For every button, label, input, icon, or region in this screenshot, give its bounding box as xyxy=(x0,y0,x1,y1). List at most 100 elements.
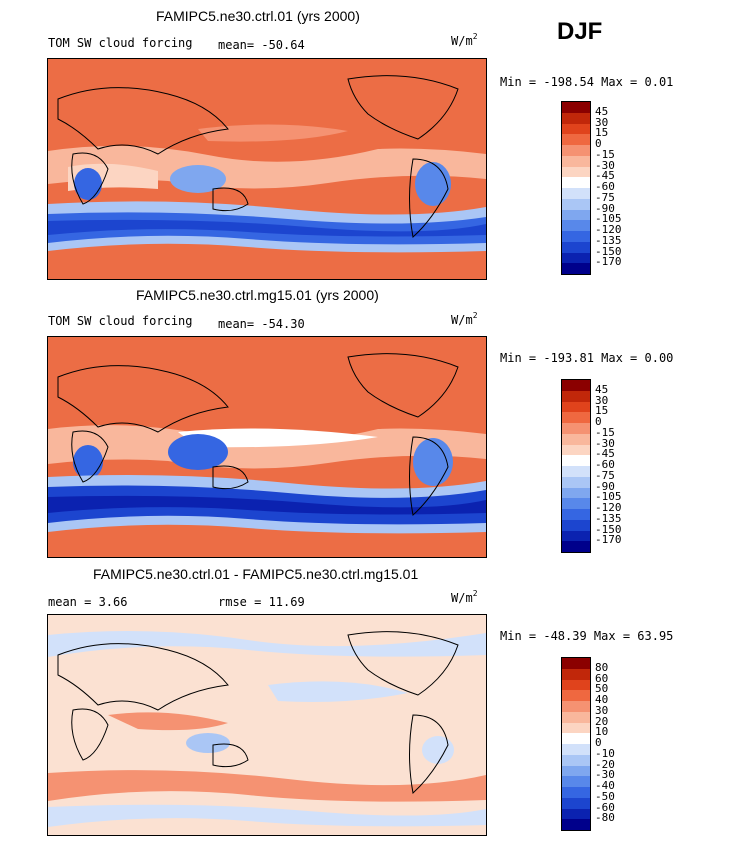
colorbar-tick-label: 60 xyxy=(595,671,609,685)
colorbar-tick-label: -20 xyxy=(595,757,615,771)
colorbar-tick-label: -75 xyxy=(595,468,615,482)
colorbar-box xyxy=(562,722,590,734)
panel-2-minmax: Min = -193.81 Max = 0.00 xyxy=(500,351,674,365)
panel-3-north-blue-band xyxy=(48,631,486,657)
colorbar-tick-label: -150 xyxy=(595,522,622,536)
panel-1-map xyxy=(47,58,487,280)
colorbar-box xyxy=(562,711,590,723)
season-label: DJF xyxy=(557,18,603,45)
colorbar-box xyxy=(562,787,590,798)
panel-3-rmse: rmse = 11.69 xyxy=(218,595,305,609)
colorbar-tick-label: -105 xyxy=(595,212,622,226)
panel-2-map-field xyxy=(48,337,486,557)
panel-2-mean: mean= -54.30 xyxy=(218,317,305,331)
panel-1-variable: TOM SW cloud forcing xyxy=(48,36,193,50)
panel-2-map xyxy=(47,336,487,558)
colorbar-tick-label: 0 xyxy=(595,137,602,150)
colorbar-tick-label: -30 xyxy=(595,158,615,172)
colorbar-box xyxy=(562,819,590,830)
colorbar-tick-label: 45 xyxy=(595,104,609,118)
colorbar-tick-label: -80 xyxy=(595,811,615,825)
panel-1-units: W/m2 xyxy=(451,32,478,48)
colorbar-tick-label: -45 xyxy=(595,447,615,461)
colorbar-box xyxy=(562,797,590,809)
colorbar-box xyxy=(562,455,590,466)
colorbar-tick-label: -60 xyxy=(595,458,615,471)
colorbar-tick-label: -15 xyxy=(595,425,615,439)
colorbar-box xyxy=(562,252,590,264)
colorbar-box xyxy=(562,668,590,680)
colorbar-tick-label: -30 xyxy=(595,768,615,782)
colorbar-box xyxy=(562,466,590,477)
panel-1-title: FAMIPC5.ne30.ctrl.01 (yrs 2000) xyxy=(156,8,360,24)
panel-3-africa-outline xyxy=(71,708,109,761)
panel-1-africa-patch xyxy=(74,168,102,200)
colorbar-tick-label: -170 xyxy=(595,533,622,547)
panel-1-eurasia-outline xyxy=(57,87,229,155)
panel-1-north-pacific-patch xyxy=(198,124,348,142)
colorbar-box xyxy=(562,530,590,542)
colorbar-tick-label: 15 xyxy=(595,404,609,418)
panel-3-title: FAMIPC5.ne30.ctrl.01 - FAMIPC5.ne30.ctrl… xyxy=(93,566,419,582)
colorbar-tick-label: -30 xyxy=(595,436,615,450)
colorbar-tick-label: -45 xyxy=(595,169,615,183)
panel-3-eurasia-outline xyxy=(57,643,229,711)
colorbar-tick-label: -105 xyxy=(595,490,622,504)
colorbar-box xyxy=(562,220,590,231)
colorbar-box xyxy=(562,412,590,423)
colorbar-tick-label: -90 xyxy=(595,479,615,493)
colorbar-box xyxy=(562,231,590,242)
colorbar-tick-label: 50 xyxy=(595,682,609,696)
colorbar-box xyxy=(562,112,590,124)
colorbar-box xyxy=(562,401,590,413)
colorbar-box xyxy=(562,765,590,777)
panel-1-samerica-outline xyxy=(409,158,449,238)
colorbar-box xyxy=(562,423,590,434)
panel-1-australia-outline xyxy=(212,187,249,212)
colorbar-box xyxy=(562,188,590,199)
panel-1-africa-outline xyxy=(71,152,109,205)
panel-2-africa-outline xyxy=(71,430,109,483)
colorbar-box xyxy=(562,134,590,145)
panel-2-eurasia-outline xyxy=(57,365,229,433)
panel-2-australia-outline xyxy=(212,465,249,490)
colorbar-box xyxy=(562,155,590,167)
colorbar-box xyxy=(562,444,590,456)
colorbar-tick-label: -60 xyxy=(595,180,615,193)
panel-3-colorbar xyxy=(561,657,591,831)
colorbar-box xyxy=(562,487,590,499)
panel-2-tropics-band xyxy=(48,425,486,469)
panel-2-africa-patch xyxy=(73,445,103,479)
colorbar-tick-label: -135 xyxy=(595,511,622,525)
colorbar-box xyxy=(562,390,590,402)
panel-3-maritime-patch xyxy=(186,733,230,753)
colorbar-tick-label: 30 xyxy=(595,393,609,407)
colorbar-box xyxy=(562,509,590,520)
colorbar-box xyxy=(562,754,590,766)
colorbar-box xyxy=(562,519,590,531)
colorbar-tick-label: 45 xyxy=(595,382,609,396)
panel-1-namerica-outline xyxy=(347,75,459,140)
colorbar-box xyxy=(562,679,590,691)
panel-1-maritime-patch xyxy=(170,165,226,193)
colorbar-tick-label: 10 xyxy=(595,725,609,739)
panel-1-minmax: Min = -198.54 Max = 0.01 xyxy=(500,75,674,89)
panel-2-samerica-outline xyxy=(409,436,449,516)
panel-1-map-field xyxy=(48,59,486,279)
colorbar-tick-label: 0 xyxy=(595,415,602,428)
panel-3-southern-red-band xyxy=(48,770,486,802)
colorbar-box xyxy=(562,776,590,787)
panel-2-maritime-patch xyxy=(168,434,228,470)
panel-3-map-field xyxy=(48,615,486,835)
panel-1-colorbar xyxy=(561,101,591,275)
colorbar-box xyxy=(562,808,590,820)
colorbar-box xyxy=(562,102,590,113)
panel-2-amazon-patch xyxy=(413,438,453,486)
colorbar-tick-label: -75 xyxy=(595,190,615,204)
panel-3-southern-blue-band xyxy=(48,804,486,827)
panel-3-map xyxy=(47,614,487,836)
panel-2-title: FAMIPC5.ne30.ctrl.mg15.01 (yrs 2000) xyxy=(136,287,379,303)
colorbar-box xyxy=(562,380,590,391)
panel-3-samerica-outline xyxy=(409,714,449,794)
colorbar-tick-label: 0 xyxy=(595,736,602,749)
